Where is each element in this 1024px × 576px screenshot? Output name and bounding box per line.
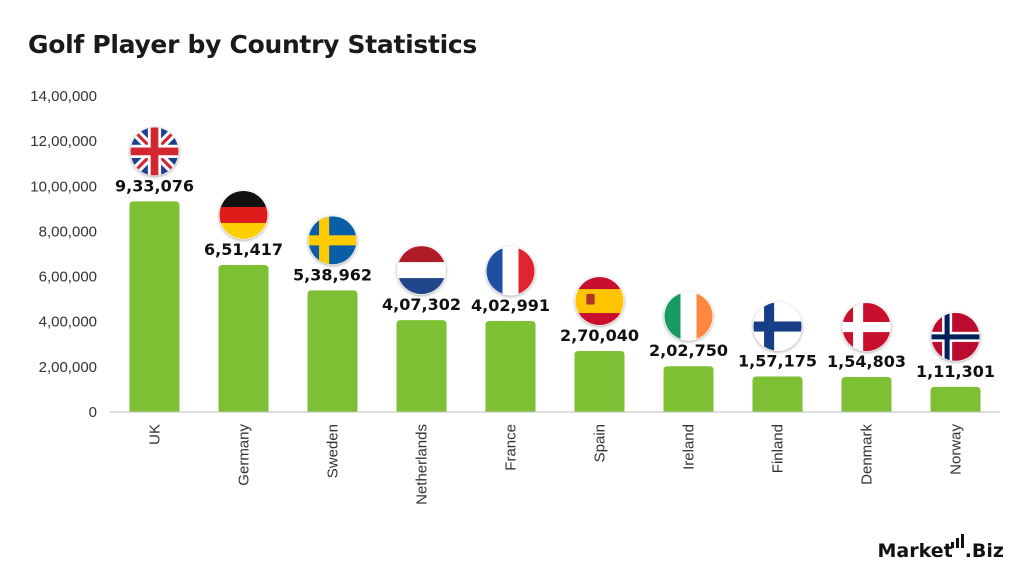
data-label: 6,51,417: [204, 240, 283, 259]
sweden-flag-icon: [308, 215, 357, 265]
flags: [130, 126, 980, 362]
netherlands-flag-icon: [397, 245, 446, 295]
x-tick-label: Denmark: [859, 424, 876, 485]
marketbiz-logo: Market .Biz: [877, 534, 1004, 562]
ireland-flag-icon: [664, 291, 713, 341]
bar: [574, 351, 625, 412]
y-tick-label: 12,00,000: [30, 133, 97, 150]
logo-text-left: Market: [877, 540, 953, 562]
data-label: 4,02,991: [471, 296, 550, 315]
y-tick-label: 0: [89, 404, 97, 421]
bar: [930, 386, 981, 412]
finland-flag-icon: [753, 302, 802, 352]
x-tick-label: Norway: [948, 424, 965, 475]
x-tick-label: Ireland: [681, 424, 698, 470]
bar: [129, 201, 180, 412]
bar: [307, 290, 358, 412]
data-label: 2,70,040: [560, 326, 639, 345]
data-labels: 9,33,076 6,51,417 5,38,962 4,07,302 4,02,991…: [115, 176, 995, 380]
bar: [485, 321, 536, 412]
spain-flag-icon: [575, 276, 624, 326]
data-label: 4,07,302: [382, 295, 461, 314]
y-tick-label: 4,00,000: [39, 314, 97, 331]
germany-flag-icon: [219, 190, 268, 240]
x-tick-label: Spain: [592, 424, 609, 462]
data-label: 9,33,076: [115, 176, 194, 195]
y-tick-label: 6,00,000: [39, 269, 97, 286]
data-label: 1,57,175: [738, 352, 817, 371]
x-axis: UK Germany Sweden Netherlands France Spain Ire…: [147, 424, 965, 505]
x-tick-label: UK: [147, 424, 164, 445]
y-tick-label: 10,00,000: [30, 178, 97, 195]
data-label: 2,02,750: [649, 341, 728, 360]
y-axis: 0 2,00,000 4,00,000 6,00,000 8,00,000 10,00,0…: [30, 88, 97, 421]
uk-flag-icon: [130, 126, 179, 176]
bar: [752, 376, 803, 412]
data-label: 1,11,301: [916, 362, 995, 381]
x-tick-label: France: [503, 424, 520, 471]
data-label: 1,54,803: [827, 352, 906, 371]
data-label: 5,38,962: [293, 265, 372, 284]
y-tick-label: 2,00,000: [39, 359, 97, 376]
chart-title: Golf Player by Country Statistics: [28, 30, 477, 59]
bar: [218, 264, 269, 412]
logo-text-right: .Biz: [964, 540, 1004, 562]
france-flag-icon: [486, 246, 535, 296]
denmark-flag-icon: [842, 302, 891, 352]
x-tick-label: Sweden: [325, 424, 342, 478]
x-tick-label: Finland: [770, 424, 787, 473]
bar: [663, 366, 714, 412]
y-tick-label: 14,00,000: [30, 88, 97, 105]
y-tick-label: 8,00,000: [39, 223, 97, 240]
bar: [396, 320, 447, 412]
logo-bars-icon: [950, 532, 964, 548]
x-tick-label: Germany: [236, 424, 253, 486]
x-tick-label: Netherlands: [414, 424, 431, 505]
bars: [129, 201, 981, 412]
norway-flag-icon: [931, 312, 980, 362]
bar: [841, 377, 892, 412]
